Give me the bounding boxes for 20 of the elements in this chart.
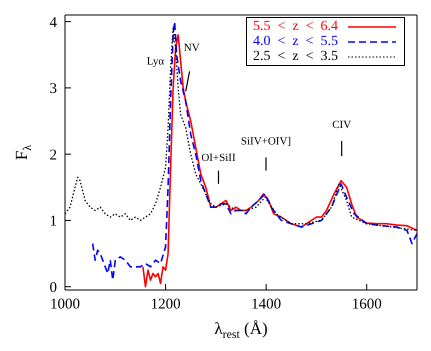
y-tick-label: 1 [50, 214, 57, 230]
x-tick-label: 1200 [150, 296, 181, 313]
annotation: CIV [332, 118, 352, 131]
y-tick-label: 3 [50, 81, 57, 98]
x-tick-label: 1600 [352, 296, 382, 313]
x-tick-label: 1400 [251, 296, 282, 313]
legend-label: 4.0 < z < 5.5 [252, 34, 338, 49]
annotation: SiIV+OIV] [240, 135, 292, 148]
legend-label: 2.5 < z < 3.5 [252, 49, 338, 64]
line-series [142, 34, 417, 288]
x-axis-title: λ$_{rest}$ (Å) [214, 319, 268, 341]
annotation: NV [184, 42, 200, 54]
y-tick-label: 2 [50, 147, 57, 164]
y-tick-label: 4 [50, 14, 58, 31]
legend-label: 5.5 < z < 6.4 [252, 19, 338, 34]
annotation: Lyα [146, 56, 164, 68]
annotation: OI+SiII [201, 152, 236, 164]
y-tick-label: 0 [50, 280, 57, 296]
x-tick-label: 1000 [50, 296, 80, 313]
line-series [92, 20, 417, 281]
